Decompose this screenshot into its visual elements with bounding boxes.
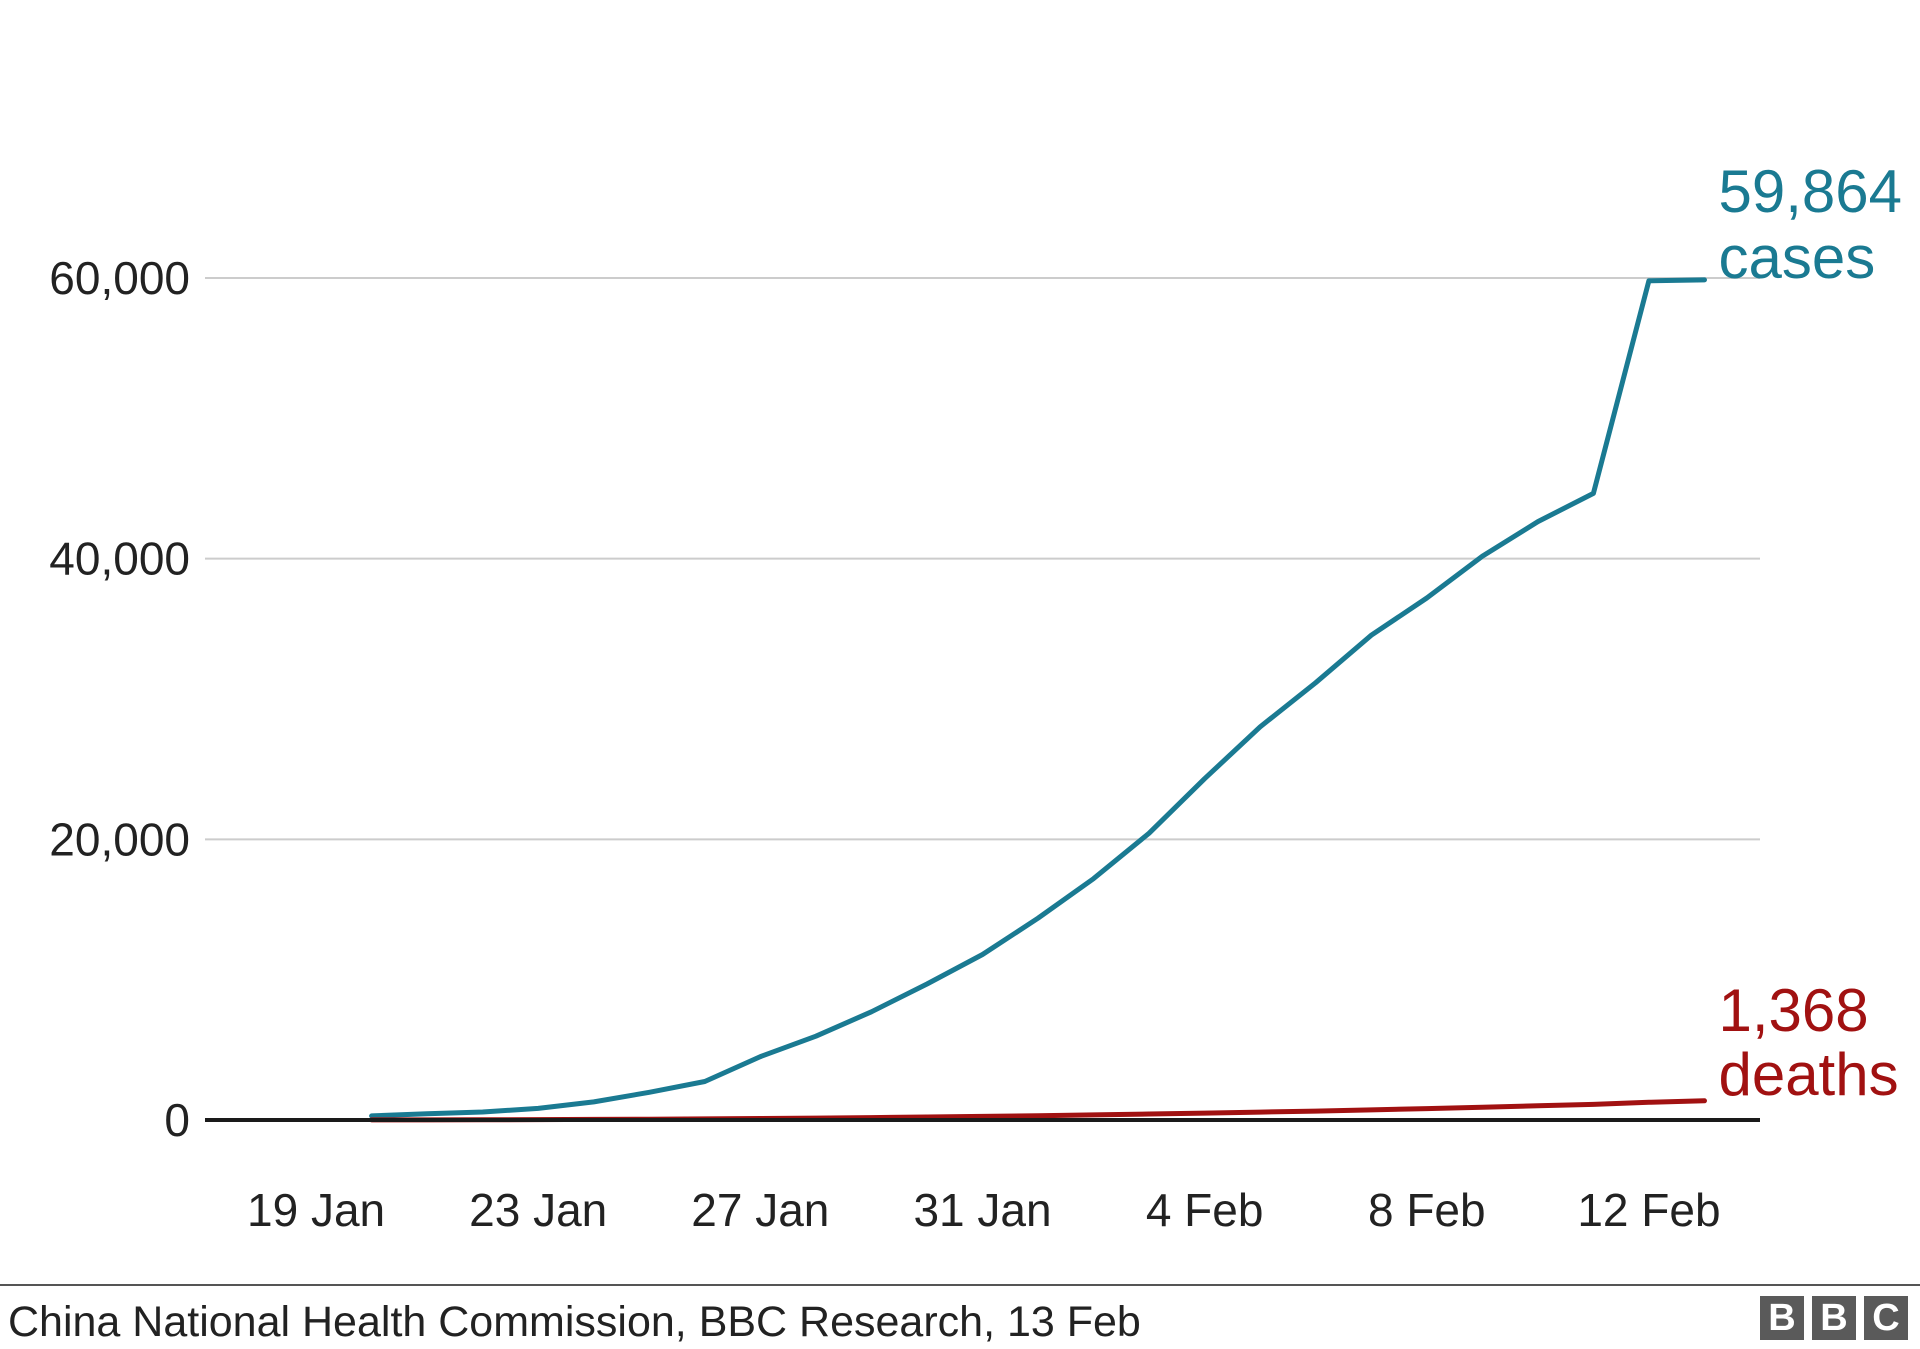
end-value-label-deaths: 1,368 xyxy=(1718,977,1868,1044)
x-tick-label-1: 23 Jan xyxy=(469,1184,607,1236)
y-tick-label-3: 60,000 xyxy=(49,252,190,304)
end-unit-label-deaths: deaths xyxy=(1718,1041,1898,1108)
x-tick-label-0: 19 Jan xyxy=(247,1184,385,1236)
y-axis-tick-labels: 0 20,000 40,000 60,000 xyxy=(49,252,190,1146)
x-tick-label-6: 12 Feb xyxy=(1577,1184,1720,1236)
gridlines xyxy=(205,277,1760,841)
x-tick-label-5: 8 Feb xyxy=(1368,1184,1486,1236)
y-tick-label-0: 0 xyxy=(164,1094,190,1146)
source-note: China National Health Commission, BBC Re… xyxy=(8,1298,1141,1346)
y-tick-label-2: 40,000 xyxy=(49,533,190,585)
end-value-label-cases: 59,864 xyxy=(1718,158,1902,225)
bbc-logo: B B C xyxy=(1760,1296,1908,1340)
y-tick-label-1: 20,000 xyxy=(49,813,190,865)
x-tick-label-4: 4 Feb xyxy=(1146,1184,1264,1236)
logo-letter-c: C xyxy=(1864,1296,1908,1340)
logo-letter-b1: B xyxy=(1760,1296,1804,1340)
x-tick-label-2: 27 Jan xyxy=(691,1184,829,1236)
footer-divider xyxy=(0,1284,1920,1286)
x-tick-label-3: 31 Jan xyxy=(913,1184,1051,1236)
end-unit-label-cases: cases xyxy=(1718,224,1875,291)
series-lines xyxy=(369,277,1707,1123)
x-axis-tick-labels: 19 Jan 23 Jan 27 Jan 31 Jan 4 Feb 8 Feb 12 Feb xyxy=(247,1184,1721,1236)
logo-letter-b2: B xyxy=(1812,1296,1856,1340)
series-line-cases xyxy=(369,277,1707,1119)
